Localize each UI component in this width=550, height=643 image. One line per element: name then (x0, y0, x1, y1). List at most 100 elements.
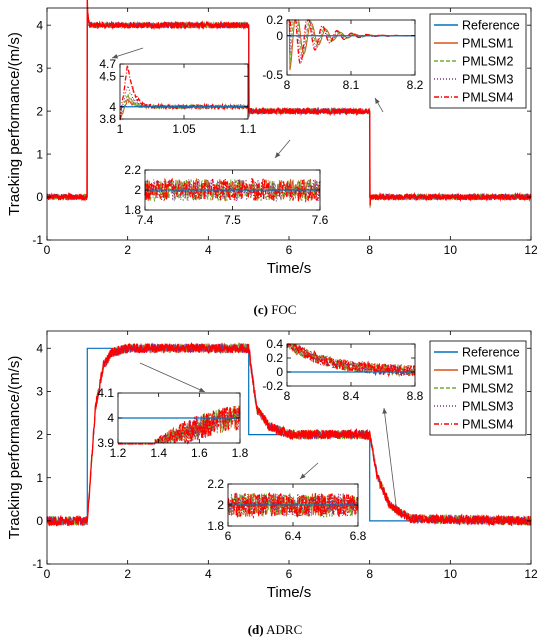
inset-series-pmlsm4 (286, 341, 416, 378)
legend-label-pmlsm2: PMLSM2 (462, 382, 513, 396)
y-axis-label: Tracking performance/(m/s) (6, 32, 23, 216)
inset-axis-ytick-label: 4 (107, 411, 114, 425)
axis-d-xtick-label: 0 (44, 567, 51, 581)
inset-c-3: 8 8.1 8.2 -0.5 0 0.2 (262, 13, 423, 92)
axis-c-ytick-label: 0 (36, 190, 43, 204)
legend-label-pmlsm3: PMLSM3 (462, 73, 513, 87)
axis-c-xtick-label: 8 (366, 243, 373, 257)
x-axis-label: Time/s (267, 260, 311, 277)
inset-axis-ytick-label: -0.2 (262, 379, 283, 393)
legend-label-pmlsm1: PMLSM1 (462, 37, 513, 51)
axis-c-xtick-label: 4 (205, 243, 212, 257)
zoom-arrow (382, 407, 397, 506)
inset-axis-xtick-label: 1.8 (232, 446, 249, 460)
inset-axis-xtick-label: 6.4 (285, 529, 302, 543)
legend-label-reference: Reference (462, 346, 520, 360)
zoom-arrow (274, 139, 291, 159)
inset-series-pmlsm1 (144, 177, 321, 202)
inset-axis-ytick-label: -0.5 (262, 68, 283, 82)
inset-axis-ytick-label: 0 (276, 29, 283, 43)
legend-label-pmlsm4: PMLSM4 (462, 418, 513, 432)
axis-d-xtick-label: 8 (366, 567, 373, 581)
inset-axis-xtick-label: 6.8 (350, 529, 367, 543)
axis-c-xtick-label: 6 (286, 243, 293, 257)
axis-c-xtick-label: 0 (44, 243, 51, 257)
inset-axis-ytick-label: 0 (276, 365, 283, 379)
series-pmlsm4-line (46, 342, 532, 527)
axis-d-xtick-label: 6 (286, 567, 293, 581)
legend-label-reference: Reference (462, 19, 520, 33)
inset-axis-xtick-label: 1.05 (172, 122, 196, 136)
inset-background (287, 20, 415, 75)
inset-axis-ytick-label: 0.2 (266, 13, 283, 27)
axis-c-ytick-label: 3 (36, 61, 43, 75)
inset-background (120, 64, 248, 119)
zoom-arrow (139, 362, 206, 393)
inset-axis-xtick-label: 8.2 (407, 78, 424, 92)
inset-axis-ytick-label: 4.5 (99, 69, 116, 83)
inset-axis-xtick-label: 1.4 (150, 446, 167, 460)
zoom-arrow (111, 47, 144, 59)
inset-axis-ytick-label: 3.9 (97, 436, 114, 450)
inset-c-2: 7.4 7.5 7.6 1.8 2 2.2 (124, 163, 328, 227)
inset-axis-xtick-label: 8 (284, 78, 291, 92)
axis-d-xtick-label: 10 (444, 567, 458, 581)
axis-d-ytick-label: 4 (36, 341, 43, 355)
inset-axis-xtick-label: 1.2 (110, 446, 127, 460)
axis-c-xtick-label: 10 (444, 243, 458, 257)
inset-axis-xtick-label: 7.6 (312, 213, 329, 227)
caption-d: (d) ADRC (247, 622, 303, 637)
legend: Reference PMLSM1 PMLSM2 PMLSM3 PMLSM4 (429, 13, 527, 109)
inset-series-pmlsm4 (118, 405, 241, 445)
axis-d-ytick-label: 1 (36, 471, 43, 485)
legend-label-pmlsm3: PMLSM3 (462, 400, 513, 414)
series-reference-line (47, 347, 531, 522)
inset-axis-ytick-label: 1.8 (124, 203, 141, 217)
zoom-arrow (299, 462, 319, 480)
axis-d-ytick-label: 2 (36, 428, 43, 442)
inset-axis-ytick-label: 1.8 (207, 519, 224, 533)
inset-axis-ytick-label: 0.4 (266, 337, 283, 351)
axis-d-ytick-label: 0 (36, 514, 43, 528)
axis-c-ytick-label: 1 (36, 147, 43, 161)
axis-c-ytick-label: 4 (36, 18, 43, 32)
inset-d-1: 1.2 1.4 1.6 1.8 3.9 4 4.1 (97, 386, 248, 460)
caption-c: (c) FOC (253, 302, 297, 317)
inset-axis-xtick-label: 8.4 (343, 389, 360, 403)
inset-axis-ytick-label: 4 (109, 100, 116, 114)
inset-axis-xtick-label: 1 (117, 122, 124, 136)
axis-c-xtick-label: 12 (524, 243, 538, 257)
axis-d-xtick-label: 12 (524, 567, 538, 581)
inset-axis-xtick-label: 7.4 (137, 213, 154, 227)
inset-axis-xtick-label: 8.1 (343, 78, 360, 92)
inset-axis-ytick-label: 2 (134, 183, 141, 197)
legend-label-pmlsm4: PMLSM4 (462, 91, 513, 105)
inset-axis-ytick-label: 4.1 (97, 386, 114, 400)
inset-axis-ytick-label: 4.7 (99, 57, 116, 71)
series-pmlsm4-line (46, 0, 532, 206)
inset-axis-ytick-label: 2 (217, 498, 224, 512)
axis-d-ytick-label: -1 (32, 557, 43, 571)
axis-c-ytick-label: 2 (36, 104, 43, 118)
axis-c-xtick-label: 2 (124, 243, 131, 257)
y-axis-label: Tracking performance/(m/s) (6, 356, 23, 540)
inset-axis-ytick-label: 2.2 (124, 163, 141, 177)
inset-axis-xtick-label: 8 (284, 389, 291, 403)
legend-label-pmlsm1: PMLSM1 (462, 364, 513, 378)
inset-axis-ytick-label: 3.8 (99, 112, 116, 126)
inset-axis-xtick-label: 7.5 (224, 213, 241, 227)
inset-d-3: 8 8.4 8.8 -0.200.20.4 (262, 337, 423, 403)
inset-axis-ytick-label: 2.2 (207, 477, 224, 491)
inset-series-pmlsm4 (144, 177, 321, 203)
inset-axis-ytick-label: 0.2 (266, 351, 283, 365)
inset-axis-xtick-label: 6 (225, 529, 232, 543)
inset-d-2: 6 6.4 6.8 1.8 2 2.2 (207, 477, 366, 543)
inset-c-1: 1 1.05 1.1 3.84 4.54.7 (99, 57, 256, 136)
legend: Reference PMLSM1 PMLSM2 PMLSM3 PMLSM4 (429, 340, 527, 436)
axis-d-xtick-label: 4 (205, 567, 212, 581)
legend-label-pmlsm2: PMLSM2 (462, 55, 513, 69)
axis-d-ytick-label: 3 (36, 385, 43, 399)
